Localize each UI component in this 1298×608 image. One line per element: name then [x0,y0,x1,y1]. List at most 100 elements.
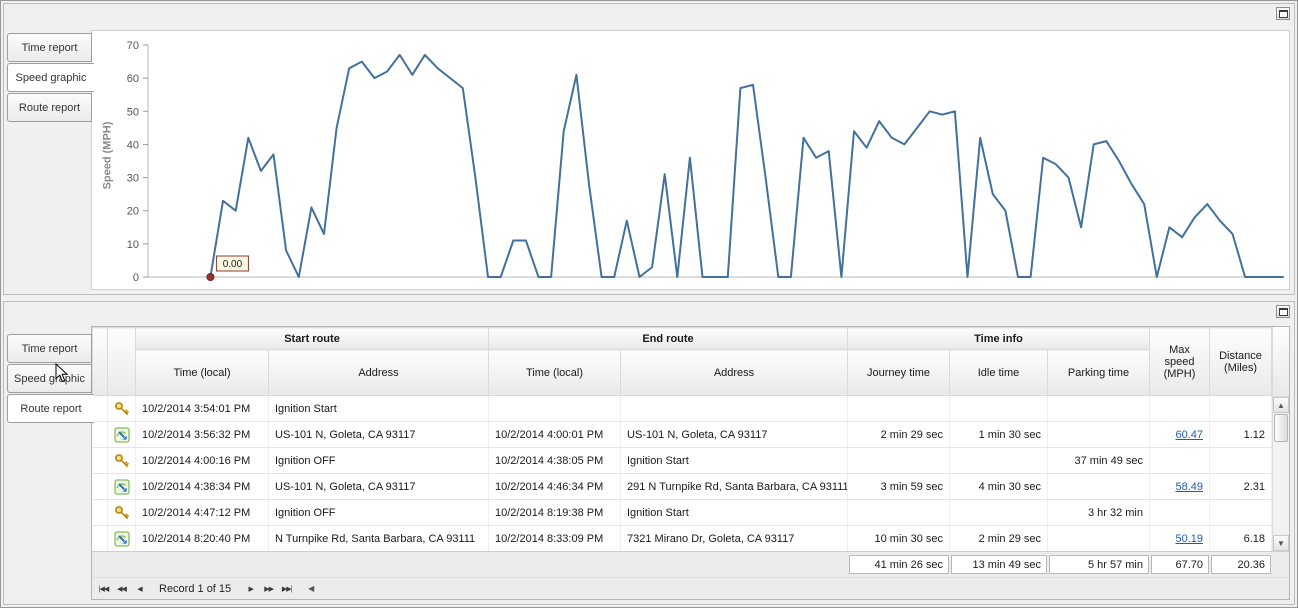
max-speed-cell [1149,499,1210,526]
collapse-panel-icon[interactable] [1276,7,1290,20]
table-row[interactable]: 10/2/2014 8:20:40 PM N Turnpike Rd, Sant… [92,525,1272,551]
route-grid: Start route End route Time info Max spee… [91,326,1290,600]
end-time-cell: 10/2/2014 4:38:05 PM [488,447,621,474]
max-speed-cell [1149,395,1210,422]
svg-text:30: 30 [127,173,139,185]
start-address-cell: N Turnpike Rd, Santa Barbara, CA 93111 [268,525,489,551]
tab-speed-graphic[interactable]: Speed graphic [7,63,94,92]
route-icon [114,427,130,443]
tab-route-report[interactable]: Route report [7,394,94,423]
col-header-parking-time[interactable]: Parking time [1047,349,1150,396]
parking-time-cell: 37 min 49 sec [1047,447,1150,474]
tab-route-report[interactable]: Route report [7,93,92,122]
nav-last-button[interactable]: ▶▶| [281,585,293,593]
chart-plot-area[interactable]: 0 10 20 30 40 50 60 70 0.00 [127,40,1284,284]
table-row[interactable]: 10/2/2014 3:54:01 PM Ignition Start [92,395,1272,422]
col-header-distance[interactable]: Distance (Miles) [1209,327,1272,396]
table-row[interactable]: 10/2/2014 3:56:32 PM US-101 N, Goleta, C… [92,421,1272,448]
end-address-cell: 291 N Turnpike Rd, Santa Barbara, CA 931… [620,473,848,500]
nav-next-page-button[interactable]: ▶▶ [264,585,274,593]
nav-first-button[interactable]: |◀◀ [98,585,110,593]
journey-time-cell [847,395,950,422]
svg-text:50: 50 [127,106,139,118]
scrollbar-thumb[interactable] [1274,414,1288,442]
tab-label: Route report [20,402,82,415]
journey-time-cell: 3 min 59 sec [847,473,950,500]
start-time-cell: 10/2/2014 3:56:32 PM [135,421,269,448]
grid-scroll-area: Start route End route Time info Max spee… [92,327,1289,551]
summary-distance: 20.36 [1211,554,1271,574]
row-indicator [92,447,108,474]
tab-time-report[interactable]: Time report [7,334,92,363]
max-speed-link[interactable]: 50.19 [1175,532,1203,545]
table-row[interactable]: 10/2/2014 4:00:16 PM Ignition OFF 10/2/2… [92,447,1272,474]
end-time-cell [488,395,621,422]
end-address-cell: Ignition Start [620,499,848,526]
row-indicator [92,525,108,551]
vertical-scrollbar[interactable]: ▲ ▼ [1272,397,1289,551]
nav-next-button[interactable]: ▶ [248,585,253,593]
start-address-cell: Ignition Start [268,395,489,422]
idle-time-cell: 2 min 29 sec [949,525,1048,551]
row-indicator [92,473,108,500]
col-header-start-address[interactable]: Address [268,349,489,396]
nav-prev-button[interactable]: ◀ [137,585,142,593]
col-header-end-time[interactable]: Time (local) [488,349,621,396]
tab-speed-graphic[interactable]: Speed graphic [7,364,92,393]
scroll-down-icon[interactable]: ▼ [1273,535,1289,551]
bottom-tabstrip: Time report Speed graphic Route report [7,334,94,424]
journey-time-cell: 2 min 29 sec [847,421,950,448]
route-report-panel: Time report Speed graphic Route report [3,301,1295,605]
route-icon [114,479,130,495]
col-header-max-speed[interactable]: Max speed (MPH) [1149,327,1210,396]
speed-chart: Speed (MPH) 0 10 20 30 40 50 60 70 0.00 [91,30,1290,290]
key-icon [114,505,130,521]
icon-column-header [107,327,136,396]
svg-text:0: 0 [133,272,139,284]
scroll-up-icon[interactable]: ▲ [1273,397,1289,413]
nav-prev-page-button[interactable]: ◀◀ [117,585,127,593]
h-scroll-left-icon[interactable]: ◀ [308,584,315,593]
start-time-cell: 10/2/2014 3:54:01 PM [135,395,269,422]
end-time-cell: 10/2/2014 4:00:01 PM [488,421,621,448]
start-time-cell: 10/2/2014 4:47:12 PM [135,499,269,526]
tab-label: Time report [21,342,78,355]
idle-time-cell [949,447,1048,474]
max-speed-link[interactable]: 60.47 [1175,428,1203,441]
col-header-start-time[interactable]: Time (local) [135,349,269,396]
band-time-info[interactable]: Time info [847,327,1150,350]
band-start-route[interactable]: Start route [135,327,489,350]
distance-cell: 6.18 [1209,525,1272,551]
tab-label: Speed graphic [14,372,85,385]
top-tabstrip: Time report Speed graphic Route report [7,33,94,123]
col-header-end-address[interactable]: Address [620,349,848,396]
row-indicator [92,421,108,448]
collapse-panel-icon[interactable] [1276,305,1290,318]
max-speed-link[interactable]: 58.49 [1175,480,1203,493]
start-address-cell: Ignition OFF [268,499,489,526]
end-time-cell: 10/2/2014 8:19:38 PM [488,499,621,526]
speed-line-chart[interactable]: 0 10 20 30 40 50 60 70 0.00 [127,40,1284,284]
svg-text:60: 60 [127,73,139,85]
key-icon [114,453,130,469]
svg-text:70: 70 [127,40,139,52]
distance-cell: 2.31 [1209,473,1272,500]
speed-graphic-panel: Time report Speed graphic Route report S… [3,3,1295,295]
svg-text:40: 40 [127,139,139,151]
tab-time-report[interactable]: Time report [7,33,92,62]
end-time-cell: 10/2/2014 4:46:34 PM [488,473,621,500]
route-icon [114,531,130,547]
table-row[interactable]: 10/2/2014 4:38:34 PM US-101 N, Goleta, C… [92,473,1272,500]
col-header-idle-time[interactable]: Idle time [949,349,1048,396]
end-address-cell: 7321 Mirano Dr, Goleta, CA 93117 [620,525,848,551]
distance-cell [1209,447,1272,474]
idle-time-cell [949,395,1048,422]
parking-time-cell [1047,525,1150,551]
table-row[interactable]: 10/2/2014 4:47:12 PM Ignition OFF 10/2/2… [92,499,1272,526]
idle-time-cell [949,499,1048,526]
tab-label: Speed graphic [15,71,87,84]
col-header-journey-time[interactable]: Journey time [847,349,950,396]
max-speed-cell [1149,447,1210,474]
route-table: Start route End route Time info Max spee… [92,327,1272,551]
band-end-route[interactable]: End route [488,327,848,350]
